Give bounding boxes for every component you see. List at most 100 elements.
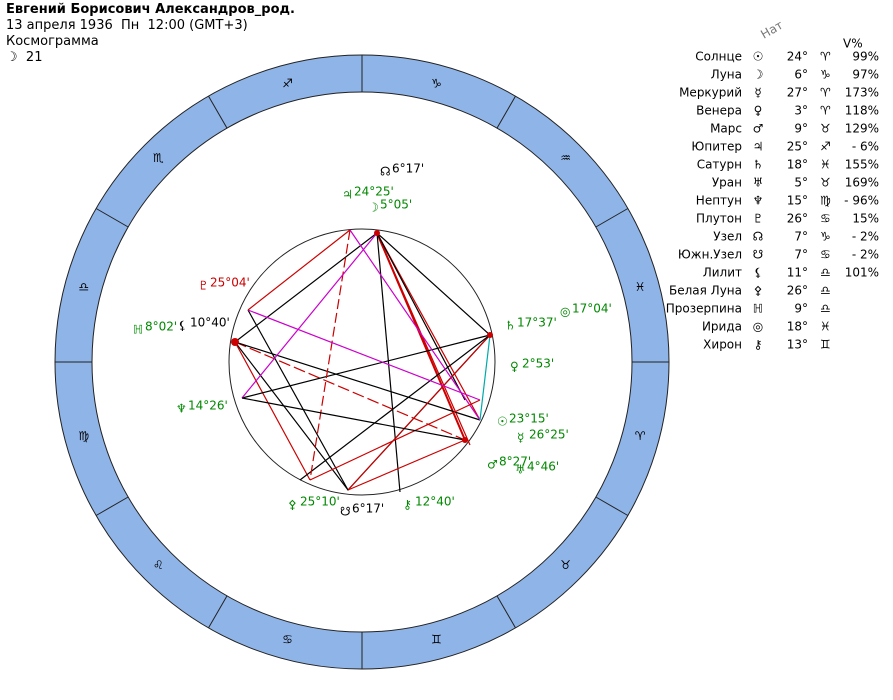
planet-degree-value: 7°: [794, 230, 808, 244]
zodiac-sign: ♌: [153, 558, 164, 572]
planet-name: Ирида: [702, 320, 742, 334]
planet-glyph: ♆: [753, 194, 764, 208]
planet-percent: 118%: [845, 104, 879, 118]
date: 13 апреля 1936 Пн 12:00 (GMT+3): [6, 18, 248, 33]
planet-percent: - 6%: [852, 140, 879, 154]
planet-degree-value: 13°: [787, 338, 808, 352]
planet-sign: ♐: [820, 140, 831, 154]
sign-divider: [208, 95, 228, 129]
planet-degree: 17°37': [517, 316, 557, 330]
planet-glyph: ☊: [753, 230, 764, 244]
planet-symbol: ☉: [497, 415, 508, 429]
planet-percent: - 2%: [852, 230, 879, 244]
sign-divider: [496, 595, 516, 629]
planet-sign: ♉: [820, 176, 831, 190]
column-natal: Нат: [758, 18, 785, 42]
planet-glyph: ☿: [754, 86, 761, 100]
zodiac-sign: ♍: [78, 429, 89, 443]
planet-glyph: ☽: [753, 68, 764, 82]
planet-name: Луна: [711, 68, 742, 82]
planet-name: Сатурн: [697, 158, 742, 172]
planet-sign: ♎: [820, 266, 831, 280]
planet-degree: 8°02': [145, 320, 177, 334]
planet-degree: 10°40': [190, 316, 230, 330]
planet-degree: 14°26': [188, 399, 228, 413]
planet-degree: 23°15': [509, 412, 549, 426]
planet-name: Юпитер: [691, 140, 742, 154]
planet-name: Узел: [713, 230, 742, 244]
planet-degree-value: 25°: [787, 140, 808, 154]
planet-symbol: ☿: [517, 431, 524, 445]
planet-name: Уран: [712, 176, 742, 190]
planet-degree: 12°40': [415, 495, 455, 509]
planet-percent: 129%: [845, 122, 879, 136]
planet-degree-value: 5°: [794, 176, 808, 190]
planet-sign: ♈: [820, 86, 831, 100]
zodiac-sign: ♑: [431, 76, 442, 90]
planet-glyph: ♅: [753, 176, 764, 190]
title: Евгений Борисович Александров_род.: [6, 2, 295, 17]
planet-glyph: ♃: [753, 140, 764, 154]
planet-glyph: ♂: [753, 122, 764, 136]
zodiac-sign: ♐: [282, 76, 293, 90]
planet-sign: ♊: [820, 338, 831, 352]
moon-number: 21: [25, 50, 43, 65]
planet-degree: 6°17': [392, 162, 424, 176]
planet-sign: ♎: [820, 284, 831, 298]
planet-symbol: ♅: [515, 463, 526, 477]
planet-symbol: ♃: [342, 188, 353, 202]
planet-glyph: ☋: [753, 248, 764, 262]
planet-degree: 5°05': [380, 198, 412, 212]
planet-degree: 26°25': [529, 428, 569, 442]
planet-symbol: ♀: [510, 360, 519, 374]
planet-symbol: ♄: [505, 319, 516, 333]
planet-percent: - 96%: [844, 194, 879, 208]
planet-degree: 25°04': [210, 276, 250, 290]
planet-name: Меркурий: [679, 86, 742, 100]
moon-symbol: ☽: [6, 50, 18, 65]
sign-divider: [595, 496, 629, 516]
zodiac-sign: ♉: [560, 558, 571, 572]
planet-glyph: ◎: [753, 320, 763, 334]
planet-glyph: ☉: [753, 50, 764, 64]
planet-symbol: ☽: [368, 201, 379, 215]
planet-symbol: ℍ: [133, 323, 143, 337]
planet-degree: 2°53': [522, 357, 554, 371]
sign-divider: [595, 208, 629, 228]
planet-symbol: ⚴: [288, 498, 297, 512]
planet-glyph: ℍ: [753, 302, 763, 316]
zodiac-sign: ♓: [635, 280, 646, 294]
planet-degree-value: 15°: [787, 194, 808, 208]
planet-degree: 17°04': [572, 302, 612, 316]
planet-symbol: ♇: [198, 279, 209, 293]
planet-sign: ♈: [820, 50, 831, 64]
planet-name: Солнце: [695, 50, 742, 64]
planet-degree: 4°46': [527, 460, 559, 474]
sign-divider: [496, 95, 516, 129]
zodiac-sign: ♏: [153, 151, 164, 165]
column-percent: V%: [843, 37, 863, 51]
planet-percent: - 2%: [852, 248, 879, 262]
planet-degree-value: 18°: [787, 158, 808, 172]
planet-glyph: ♇: [753, 212, 764, 226]
planet-degree: 24°25': [354, 185, 394, 199]
sign-divider: [95, 496, 129, 516]
planet-degree-value: 3°: [794, 104, 808, 118]
planet-symbol: ☊: [380, 165, 391, 179]
planet-degree: 6°17': [352, 502, 384, 516]
planet-sign: ♈: [820, 104, 831, 118]
planet-percent: 169%: [845, 176, 879, 190]
planet-sign: ♋: [820, 248, 831, 262]
planet-degree-value: 7°: [794, 248, 808, 262]
planet-glyph: ⚷: [754, 338, 763, 352]
planet-degree-value: 9°: [794, 122, 808, 136]
planet-name: Плутон: [696, 212, 742, 226]
planet-name: Хирон: [703, 338, 742, 352]
planet-symbol: ♂: [487, 458, 498, 472]
planet-degree-value: 27°: [787, 86, 808, 100]
sign-divider: [95, 208, 129, 228]
planet-name: Нептун: [696, 194, 742, 208]
planet-degree-value: 6°: [794, 68, 808, 82]
subtitle: Космограмма: [6, 34, 99, 49]
planet-percent: 99%: [852, 50, 879, 64]
